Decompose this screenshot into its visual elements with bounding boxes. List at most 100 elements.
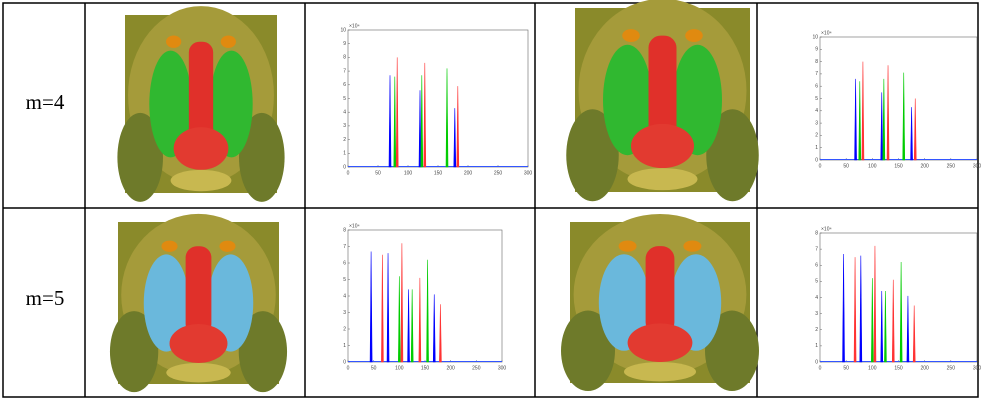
y-tick-label: 8 <box>343 55 346 61</box>
spike <box>418 277 422 363</box>
y-tick-label: 4 <box>343 110 346 116</box>
photo <box>561 213 759 392</box>
spike <box>842 253 845 363</box>
y-tick-label: 5 <box>343 96 346 102</box>
y-tick-label: 5 <box>815 96 818 102</box>
y-tick-label: 3 <box>343 123 346 129</box>
eye <box>219 240 236 252</box>
x-tick-label: 250 <box>472 365 481 371</box>
y-tick-label: 7 <box>343 68 346 74</box>
x-tick-label: 250 <box>494 170 503 176</box>
y-tick-label: 6 <box>343 260 346 266</box>
y-tick-label: 9 <box>343 41 346 47</box>
y-tick-label: 3 <box>343 310 346 316</box>
cheek <box>673 44 722 156</box>
cheek <box>598 254 650 351</box>
x-tick-label: 150 <box>421 365 430 371</box>
spike <box>453 108 457 168</box>
eye <box>685 29 703 43</box>
x-tick-label: 0 <box>819 163 822 169</box>
fur <box>705 310 759 392</box>
x-tick-label: 300 <box>524 170 533 176</box>
row-label: m=5 <box>26 286 65 310</box>
x-tick-label: 200 <box>446 365 455 371</box>
y-tick-label: 2 <box>815 327 818 333</box>
plot-frame <box>819 232 978 363</box>
nose <box>188 41 214 140</box>
x-tick-label: 0 <box>347 170 350 176</box>
x-tick-label: 200 <box>920 163 929 169</box>
fur <box>109 311 159 393</box>
y-tick-label: 3 <box>815 120 818 126</box>
y-tick-label: 8 <box>815 59 818 65</box>
spike <box>880 92 884 161</box>
x-tick-label: 100 <box>404 170 413 176</box>
x-tick-label: 50 <box>375 170 381 176</box>
eye <box>161 240 178 252</box>
fur <box>566 109 619 202</box>
y-tick-label: 7 <box>815 246 818 252</box>
spike <box>426 259 429 363</box>
x-tick-label: 250 <box>947 365 956 371</box>
x-tick-label: 50 <box>843 163 849 169</box>
chin <box>627 168 698 191</box>
x-tick-label: 100 <box>868 163 877 169</box>
x-tick-label: 300 <box>973 163 981 169</box>
spike <box>388 75 392 168</box>
y-tick-label: 0 <box>343 359 346 365</box>
spike <box>859 255 863 363</box>
spike <box>891 279 895 363</box>
y-tick-label: 1 <box>815 145 818 151</box>
y-exponent: ×10⁴ <box>821 226 832 232</box>
cheek <box>208 254 254 352</box>
nose <box>645 246 675 335</box>
spike <box>369 251 373 363</box>
plot-frame <box>347 229 503 363</box>
y-exponent: ×10⁴ <box>349 23 360 29</box>
muzzle <box>173 127 229 170</box>
y-tick-label: 2 <box>343 137 346 143</box>
eye <box>618 240 637 252</box>
fur <box>117 112 163 202</box>
x-tick-label: 100 <box>395 365 404 371</box>
y-tick-label: 2 <box>343 326 346 332</box>
y-tick-label: 0 <box>343 164 346 170</box>
x-tick-label: 200 <box>464 170 473 176</box>
spike <box>880 291 884 363</box>
y-tick-label: 5 <box>343 277 346 283</box>
y-tick-label: 0 <box>815 157 818 163</box>
y-tick-label: 4 <box>815 108 818 114</box>
x-tick-label: 250 <box>947 163 956 169</box>
eye <box>220 35 236 48</box>
spike <box>445 68 449 168</box>
x-tick-label: 150 <box>894 365 903 371</box>
y-tick-label: 4 <box>815 295 818 301</box>
spike <box>386 253 390 363</box>
y-exponent: ×10⁴ <box>821 30 832 36</box>
y-tick-label: 2 <box>815 133 818 139</box>
photo <box>109 213 288 393</box>
x-tick-label: 0 <box>819 365 822 371</box>
spike <box>853 257 857 363</box>
cheek <box>210 50 253 158</box>
y-tick-label: 4 <box>343 293 346 299</box>
eye <box>622 29 640 43</box>
photo <box>117 6 285 202</box>
spike <box>400 243 404 363</box>
spike <box>420 75 424 168</box>
spike <box>418 90 422 168</box>
x-tick-label: 150 <box>894 163 903 169</box>
spike <box>381 254 384 363</box>
fur <box>561 310 615 392</box>
cheek <box>603 44 652 156</box>
cheek <box>149 50 192 158</box>
spike <box>410 289 414 363</box>
x-tick-label: 150 <box>434 170 443 176</box>
x-tick-label: 50 <box>843 365 849 371</box>
y-tick-label: 5 <box>815 279 818 285</box>
x-tick-label: 50 <box>371 365 377 371</box>
spike <box>910 107 913 161</box>
y-tick-label: 1 <box>343 151 346 157</box>
photo <box>566 0 759 202</box>
